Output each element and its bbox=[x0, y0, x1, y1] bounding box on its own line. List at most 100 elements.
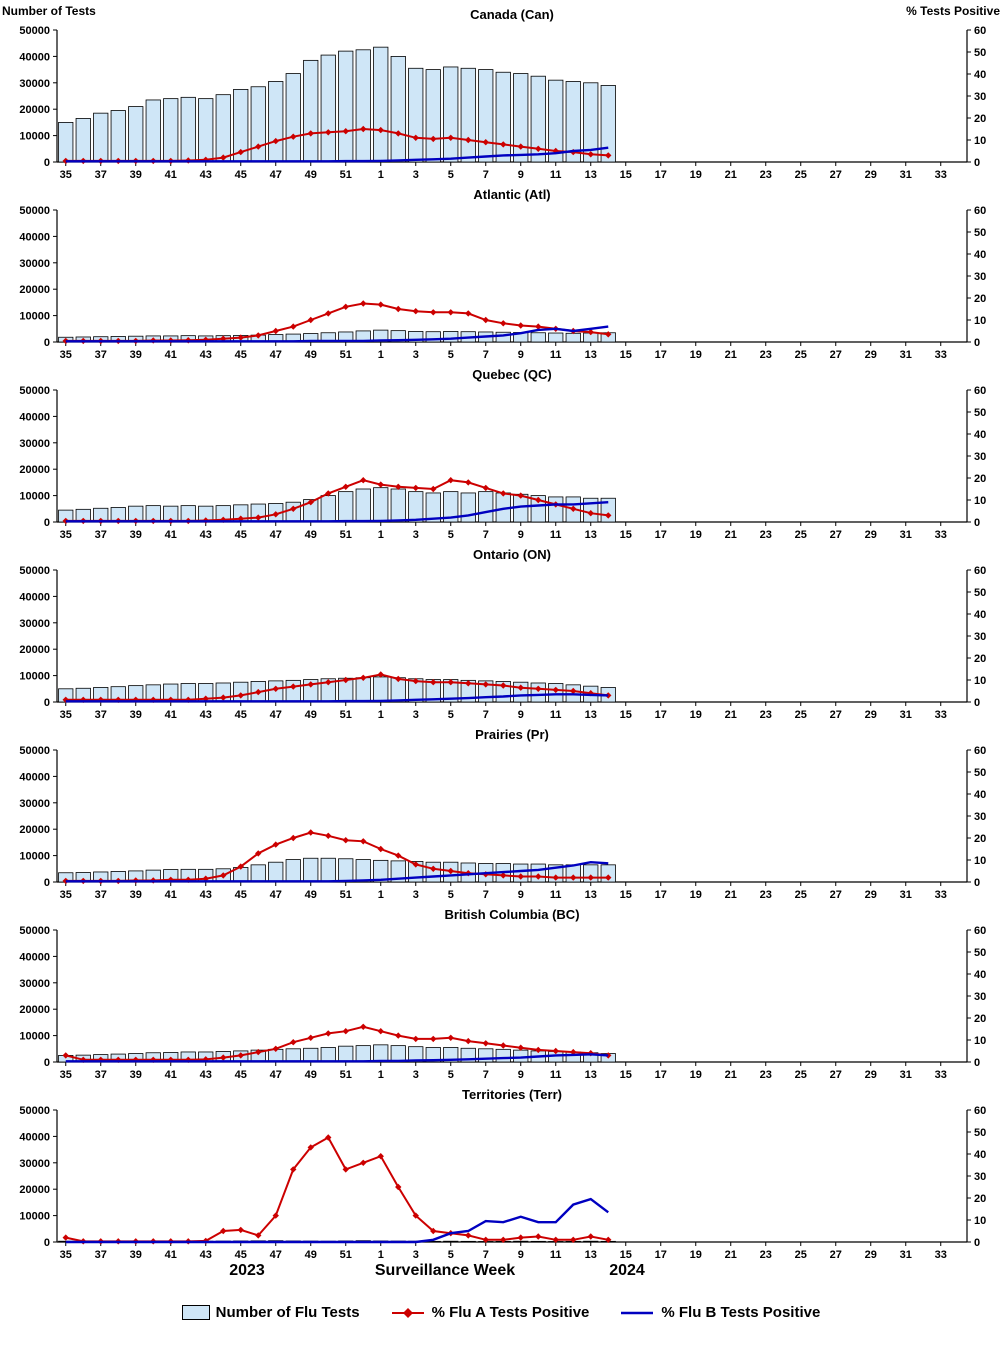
x-tick-label: 25 bbox=[795, 349, 807, 360]
x-tick-label: 29 bbox=[865, 349, 877, 360]
flu-tests-bar bbox=[110, 110, 126, 163]
legend: Number of Flu Tests % Flu A Tests Positi… bbox=[0, 1296, 1002, 1321]
x-tick-label: 35 bbox=[60, 529, 72, 540]
flu-a-marker bbox=[517, 492, 524, 499]
right-tick-label: 30 bbox=[974, 451, 986, 463]
x-tick-label: 27 bbox=[830, 889, 842, 900]
legend-label-flu-tests: Number of Flu Tests bbox=[215, 1304, 360, 1321]
flu-a-marker bbox=[237, 1226, 244, 1234]
x-tick-label: 43 bbox=[200, 1069, 212, 1080]
flu-tests-swatch bbox=[181, 1305, 210, 1320]
x-tick-label: 15 bbox=[620, 1249, 632, 1260]
flu-a-marker bbox=[412, 134, 419, 141]
x-tick-label: 27 bbox=[830, 169, 842, 180]
right-tick-label: 50 bbox=[974, 587, 986, 599]
flu-tests-bar bbox=[303, 857, 319, 883]
flu-a-marker bbox=[290, 323, 297, 330]
flu-tests-bar bbox=[408, 491, 424, 523]
x-tick-label: 37 bbox=[95, 709, 107, 720]
flu-a-marker bbox=[430, 1035, 437, 1043]
x-tick-label: 11 bbox=[550, 529, 562, 540]
flu-tests-bar bbox=[250, 864, 266, 883]
x-tick-label: 11 bbox=[550, 349, 562, 360]
flu-a-marker bbox=[360, 1023, 367, 1030]
flu-a-marker bbox=[360, 1159, 367, 1166]
year-2023-label: 2023 bbox=[229, 1262, 265, 1279]
right-tick-label: 40 bbox=[974, 789, 986, 801]
chart-panel-canada: Number of Tests % Tests Positive Canada (C… bbox=[2, 4, 1000, 180]
flu-a-marker bbox=[587, 1233, 594, 1240]
x-tick-label: 15 bbox=[620, 529, 632, 540]
flu-tests-bar bbox=[583, 1240, 599, 1243]
x-tick-label: 11 bbox=[550, 709, 562, 720]
x-tick-label: 15 bbox=[620, 1069, 632, 1080]
flu-tests-bar bbox=[443, 1240, 459, 1243]
flu-tests-bar bbox=[495, 71, 511, 163]
x-tick-label: 19 bbox=[690, 709, 702, 720]
x-tick-label: 23 bbox=[760, 1069, 772, 1080]
x-tick-label: 3 bbox=[413, 889, 419, 900]
x-tick-label: 19 bbox=[690, 1249, 702, 1260]
x-tick-label: 41 bbox=[165, 349, 177, 360]
flu-tests-bar bbox=[548, 79, 564, 163]
right-tick-label: 10 bbox=[974, 1035, 986, 1047]
left-tick-label: 40000 bbox=[19, 591, 50, 603]
flu-tests-bar bbox=[355, 49, 371, 163]
x-tick-label: 7 bbox=[483, 1249, 489, 1260]
flu-a-marker bbox=[255, 143, 262, 150]
left-tick-label: 20000 bbox=[19, 1184, 50, 1196]
x-tick-label: 35 bbox=[60, 169, 72, 180]
panel-title: Canada (Can) bbox=[470, 7, 554, 22]
x-tick-label: 1 bbox=[378, 1249, 384, 1260]
left-tick-label: 50000 bbox=[19, 25, 50, 37]
x-axis-title: Surveillance Week bbox=[374, 1262, 516, 1279]
flu-tests-bar bbox=[355, 1045, 371, 1063]
x-tick-label: 9 bbox=[518, 709, 524, 720]
left-tick-label: 0 bbox=[44, 697, 50, 709]
flu-tests-bar bbox=[425, 1047, 441, 1063]
flu-a-marker bbox=[605, 874, 612, 881]
flu-tests-bar bbox=[425, 69, 441, 163]
left-tick-label: 0 bbox=[44, 1057, 50, 1069]
flu-a-marker bbox=[325, 1030, 332, 1037]
panel-title: Quebec (QC) bbox=[472, 367, 551, 382]
flu-tests-bar bbox=[355, 677, 371, 703]
flu-a-markers bbox=[62, 300, 612, 345]
flu-tests-bar bbox=[513, 863, 529, 883]
x-tick-label: 43 bbox=[200, 1249, 212, 1260]
x-tick-label: 29 bbox=[865, 169, 877, 180]
x-tick-label: 27 bbox=[830, 709, 842, 720]
x-tick-label: 13 bbox=[585, 1249, 597, 1260]
flu-a-marker bbox=[605, 152, 612, 159]
x-tick-label: 29 bbox=[865, 1069, 877, 1080]
chart-panel-quebec: Quebec (QC) 0 10000 20000 30000 40000 50000 0 10… bbox=[19, 367, 986, 540]
flu-tests-bar bbox=[548, 332, 564, 343]
left-tick-label: 20000 bbox=[19, 104, 50, 116]
right-tick-label: 30 bbox=[974, 91, 986, 103]
flu-a-marker bbox=[500, 490, 507, 497]
left-tick-label: 40000 bbox=[19, 51, 50, 63]
flu-a-marker bbox=[552, 686, 559, 694]
x-tick-label: 13 bbox=[585, 169, 597, 180]
left-tick-label: 0 bbox=[44, 1237, 50, 1249]
flu-tests-bar bbox=[75, 118, 91, 163]
flu-tests-bar bbox=[513, 1049, 529, 1063]
flu-a-marker bbox=[290, 133, 297, 140]
flu-tests-bar bbox=[513, 1240, 529, 1243]
panel-title: British Columbia (BC) bbox=[444, 907, 579, 922]
x-tick-label: 45 bbox=[235, 349, 247, 360]
x-tick-label: 13 bbox=[585, 889, 597, 900]
flu-tests-bar bbox=[600, 497, 616, 523]
flu-a-marker bbox=[500, 141, 507, 148]
flu-tests-bar bbox=[58, 122, 74, 163]
x-tick-label: 9 bbox=[518, 889, 524, 900]
x-tick-label: 41 bbox=[165, 1249, 177, 1260]
x-tick-label: 43 bbox=[200, 529, 212, 540]
left-tick-label: 30000 bbox=[19, 618, 50, 630]
left-tick-label: 10000 bbox=[19, 671, 50, 683]
legend-item-flu-tests: Number of Flu Tests bbox=[181, 1304, 360, 1321]
flu-a-marker bbox=[377, 671, 384, 678]
x-tick-label: 7 bbox=[483, 529, 489, 540]
flu-tests-bar bbox=[460, 67, 476, 163]
x-tick-label: 35 bbox=[60, 349, 72, 360]
